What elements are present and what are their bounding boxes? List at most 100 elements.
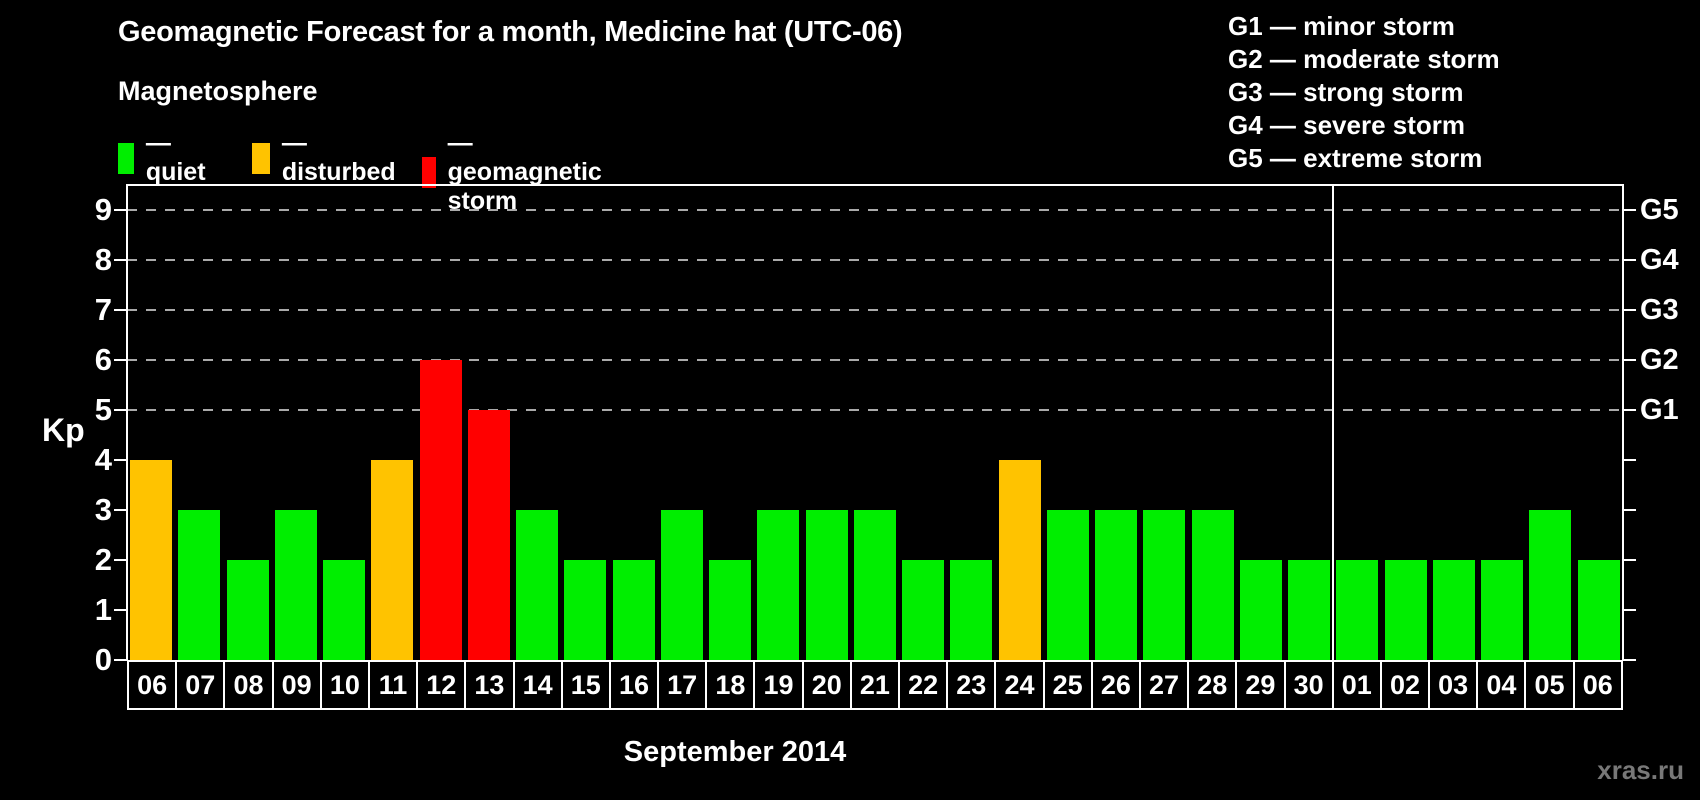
right-axis-line — [1622, 184, 1624, 661]
day-cell-06: 06 — [1572, 660, 1623, 710]
right-axis-label-G5: G5 — [1640, 194, 1679, 226]
bar-day-22 — [902, 560, 944, 660]
legend-swatch-storm — [422, 157, 436, 188]
y-tick-label-8: 8 — [94, 242, 112, 277]
plot-top-border — [126, 184, 1624, 186]
bar-day-08 — [227, 560, 269, 660]
y-tick-label-1: 1 — [94, 592, 112, 627]
day-cell-11: 11 — [367, 660, 419, 710]
day-cell-30: 30 — [1283, 660, 1334, 710]
day-cell-16: 16 — [608, 660, 660, 710]
gridline-kp5 — [127, 409, 1623, 411]
month-separator-line — [1332, 185, 1334, 660]
watermark: xras.ru — [1597, 755, 1684, 785]
y-axis-label: Kp — [42, 412, 85, 448]
bar-day-28 — [1192, 510, 1234, 660]
y-tick-6 — [114, 359, 126, 361]
y-tick-3 — [114, 509, 126, 511]
bar-day-07 — [178, 510, 220, 660]
right-tick-9 — [1624, 209, 1636, 211]
storm-legend-line-2: G2 — moderate storm — [1228, 44, 1500, 74]
bar-day-09 — [275, 510, 317, 660]
bar-day-23 — [950, 560, 992, 660]
day-cell-09: 09 — [271, 660, 322, 710]
day-cell-21: 21 — [849, 660, 900, 710]
y-tick-label-4: 4 — [94, 442, 112, 477]
day-cell-08: 08 — [223, 660, 274, 710]
storm-legend-line-5: G5 — extreme storm — [1228, 143, 1483, 173]
day-cell-27: 27 — [1138, 660, 1190, 710]
day-cell-22: 22 — [898, 660, 949, 710]
day-cell-14: 14 — [512, 660, 563, 710]
bar-day-04 — [1481, 560, 1523, 660]
y-tick-label-9: 9 — [94, 192, 112, 227]
day-cell-13: 13 — [464, 660, 515, 710]
right-axis-label-G2: G2 — [1640, 344, 1679, 376]
right-tick-4 — [1624, 459, 1636, 461]
day-cell-02: 02 — [1379, 660, 1431, 710]
bar-day-21 — [854, 510, 896, 660]
y-tick-5 — [114, 409, 126, 411]
bar-day-27 — [1143, 510, 1185, 660]
bar-day-30 — [1288, 560, 1330, 660]
gridline-kp8 — [127, 259, 1623, 261]
y-tick-label-2: 2 — [94, 542, 112, 577]
day-cell-17: 17 — [657, 660, 708, 710]
day-cell-10: 10 — [319, 660, 370, 710]
bar-day-14 — [516, 510, 558, 660]
right-tick-0 — [1624, 659, 1636, 661]
x-axis-day-labels: 06 07 08 09 10 11 12 13 14 15 16 17 18 19 20 21 22 23 24 25… — [127, 660, 1623, 710]
y-axis-line — [126, 184, 128, 661]
right-axis-label-G1: G1 — [1640, 394, 1679, 426]
right-tick-7 — [1624, 309, 1636, 311]
right-tick-2 — [1624, 559, 1636, 561]
storm-legend-line-1: G1 — minor storm — [1228, 11, 1455, 41]
bar-day-05 — [1529, 510, 1571, 660]
right-tick-3 — [1624, 509, 1636, 511]
legend-label-disturbed: — disturbed — [281, 129, 396, 186]
day-cell-28: 28 — [1187, 660, 1238, 710]
day-cell-26: 26 — [1090, 660, 1141, 710]
day-cell-18: 18 — [705, 660, 756, 710]
gridline-kp6 — [127, 359, 1623, 361]
day-cell-24: 24 — [994, 660, 1045, 710]
bar-day-06 — [1578, 560, 1620, 660]
right-tick-8 — [1624, 259, 1636, 261]
legend-swatch-disturbed — [252, 142, 270, 174]
y-tick-9 — [114, 209, 126, 211]
gridline-kp9 — [127, 209, 1623, 211]
bar-day-24 — [999, 460, 1041, 660]
y-tick-label-0: 0 — [94, 642, 112, 677]
magnetosphere-legend-heading: Magnetosphere — [118, 76, 318, 106]
y-tick-label-6: 6 — [94, 342, 112, 377]
right-axis-label-G4: G4 — [1640, 244, 1679, 276]
day-cell-29: 29 — [1235, 660, 1286, 710]
storm-legend-line-4: G4 — severe storm — [1228, 110, 1466, 140]
bar-day-20 — [806, 510, 848, 660]
legend-item-disturbed: — disturbed — [252, 129, 400, 187]
bar-day-19 — [757, 510, 799, 660]
legend-item-quiet: — quiet — [118, 129, 212, 187]
y-tick-label-7: 7 — [94, 292, 112, 327]
y-tick-4 — [114, 459, 126, 461]
bar-day-12 — [420, 360, 462, 660]
legend-label-quiet: — quiet — [145, 129, 206, 186]
right-axis-label-G3: G3 — [1640, 294, 1679, 326]
bar-day-01 — [1336, 560, 1378, 660]
day-cell-05: 05 — [1524, 660, 1575, 710]
right-tick-1 — [1624, 609, 1636, 611]
day-cell-25: 25 — [1042, 660, 1093, 710]
day-cell-01: 01 — [1331, 660, 1382, 710]
day-cell-19: 19 — [753, 660, 804, 710]
y-tick-label-3: 3 — [94, 492, 112, 527]
day-cell-12: 12 — [416, 660, 467, 710]
bar-day-26 — [1095, 510, 1137, 660]
legend-item-storm: — geomagnetic storm — [422, 129, 610, 216]
day-cell-23: 23 — [946, 660, 997, 710]
bar-day-13 — [468, 410, 510, 660]
right-tick-6 — [1624, 359, 1636, 361]
bar-day-15 — [564, 560, 606, 660]
y-tick-2 — [114, 559, 126, 561]
right-tick-5 — [1624, 409, 1636, 411]
